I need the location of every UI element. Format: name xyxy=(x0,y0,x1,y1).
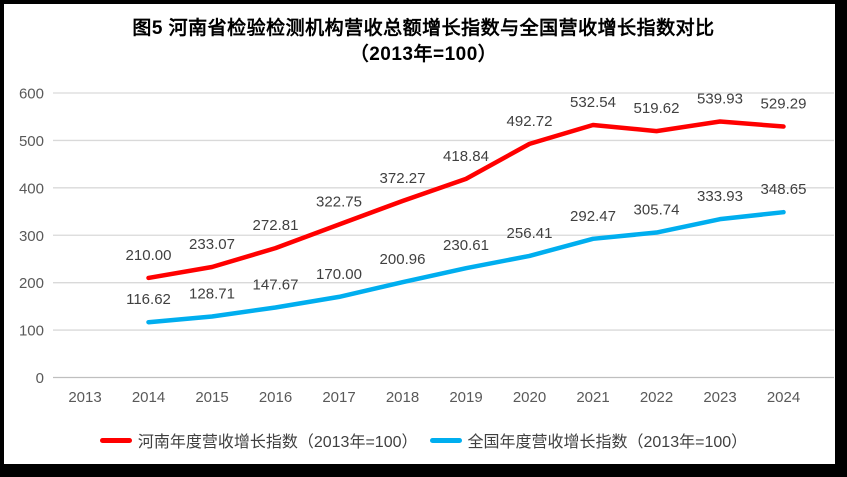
legend-line-swatch-henan xyxy=(99,437,132,443)
chart-title-line2: （2013年=100） xyxy=(349,44,498,65)
data-label-series-1: 348.65 xyxy=(761,181,807,198)
x-axis-tick-label: 2023 xyxy=(703,389,736,406)
chart-title-line1: 图5 河南省检验检测机构营收总额增长指数与全国营收增长指数对比 xyxy=(132,18,715,39)
data-label-series-1: 170.00 xyxy=(316,266,362,283)
x-axis-tick-label: 2013 xyxy=(68,389,101,406)
y-axis-tick-label: 100 xyxy=(19,323,44,340)
data-label-series-1: 116.62 xyxy=(126,291,171,308)
data-label-series-0: 322.75 xyxy=(316,193,362,210)
data-label-series-1: 147.67 xyxy=(253,276,299,293)
legend-item-national: 全国年度营收增长指数（2013年=100） xyxy=(429,428,748,452)
x-axis-tick-label: 2022 xyxy=(640,389,673,406)
series-line-0 xyxy=(146,119,786,281)
data-label-series-1: 230.61 xyxy=(443,237,489,254)
data-label-series-0: 372.27 xyxy=(380,170,426,187)
y-axis-tick-label: 400 xyxy=(19,180,44,197)
x-axis-tick-label: 2017 xyxy=(322,389,355,406)
y-axis-tick-label: 300 xyxy=(19,228,44,245)
x-axis-tick-label: 2020 xyxy=(513,389,546,406)
legend-label-henan: 河南年度营收增长指数（2013年=100） xyxy=(137,434,418,451)
y-axis-tick-label: 600 xyxy=(19,86,44,103)
data-label-series-0: 492.72 xyxy=(507,113,553,130)
data-label-series-1: 200.96 xyxy=(380,251,426,268)
legend-line-swatch-national xyxy=(429,437,462,443)
data-label-series-0: 233.07 xyxy=(189,236,235,253)
series-line-1 xyxy=(146,209,786,325)
x-axis-tick-label: 2024 xyxy=(767,389,800,406)
data-label-series-0: 418.84 xyxy=(443,148,489,165)
x-axis-tick-label: 2015 xyxy=(195,389,228,406)
x-axis-tick-label: 2019 xyxy=(449,389,482,406)
data-label-series-1: 305.74 xyxy=(634,202,680,219)
legend-item-henan: 河南年度营收增长指数（2013年=100） xyxy=(99,428,418,452)
data-label-series-0: 519.62 xyxy=(634,100,680,117)
data-label-series-0: 272.81 xyxy=(253,217,299,234)
x-axis-tick-label: 2018 xyxy=(386,389,419,406)
data-label-series-1: 128.71 xyxy=(189,285,235,302)
data-label-series-0: 539.93 xyxy=(697,90,743,107)
x-axis-tick-label: 2014 xyxy=(132,389,165,406)
chart-title: 图5 河南省检验检测机构营收总额增长指数与全国营收增长指数对比 （2013年=1… xyxy=(0,16,847,68)
data-label-series-0: 210.00 xyxy=(126,247,172,264)
chart-legend: 河南年度营收增长指数（2013年=100） 全国年度营收增长指数（2013年=1… xyxy=(0,428,847,452)
legend-label-national: 全国年度营收增长指数（2013年=100） xyxy=(467,434,748,451)
x-axis-tick-label: 2021 xyxy=(576,389,609,406)
data-label-series-1: 333.93 xyxy=(697,188,743,205)
y-axis-tick-label: 500 xyxy=(19,133,44,150)
y-axis-tick-label: 0 xyxy=(36,370,44,387)
data-label-series-1: 292.47 xyxy=(570,208,616,225)
x-axis-tick-label: 2016 xyxy=(259,389,292,406)
data-label-series-0: 532.54 xyxy=(570,94,616,111)
data-label-series-0: 529.29 xyxy=(761,96,807,113)
y-axis-tick-label: 200 xyxy=(19,275,44,292)
data-label-series-1: 256.41 xyxy=(507,225,553,242)
